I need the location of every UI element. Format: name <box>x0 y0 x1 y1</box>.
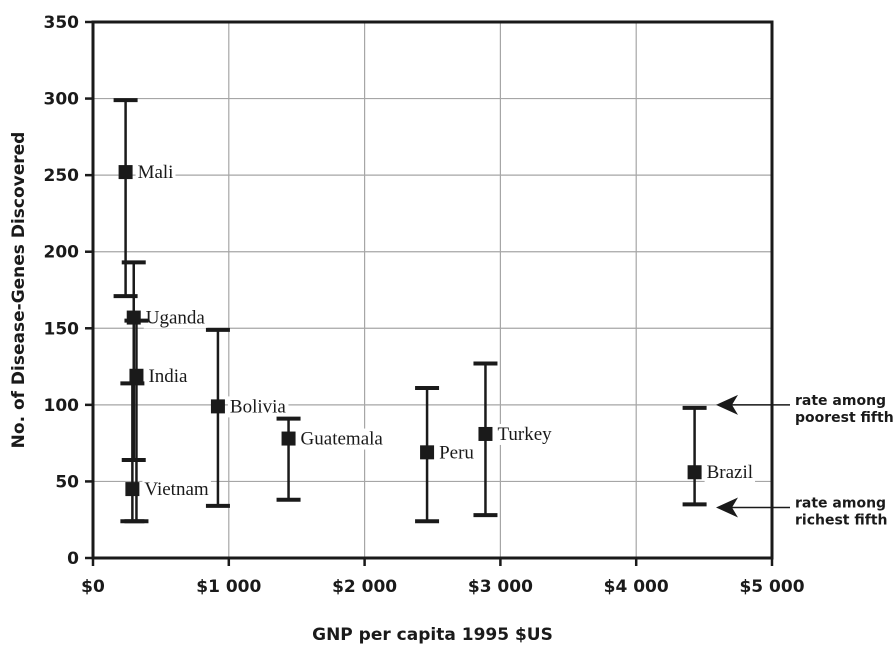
marker-turkey <box>478 426 493 441</box>
marker-vietnam <box>125 482 140 497</box>
label-background <box>227 396 289 418</box>
y-tick-label: 0 <box>67 549 79 569</box>
label-background <box>298 428 386 450</box>
label-background <box>142 479 211 501</box>
label-brazil: Brazil <box>707 462 753 483</box>
data-point-turkey: Turkey <box>473 361 555 518</box>
y-tick-label: 100 <box>44 396 80 416</box>
y-tick-label: 350 <box>44 13 80 33</box>
label-background <box>704 462 756 484</box>
x-tick-label: $1 000 <box>196 577 261 597</box>
x-tick-label: $2 000 <box>332 577 397 597</box>
label-background <box>146 365 191 387</box>
label-background <box>135 162 176 184</box>
arrow-icon <box>716 394 738 415</box>
label-mali: Mali <box>138 162 174 183</box>
grid <box>92 21 773 559</box>
annotation-text: richest fifth <box>795 512 888 528</box>
annotation-text: rate among <box>795 495 886 511</box>
marker-brazil <box>687 465 702 480</box>
data-point-vietnam: Vietnam <box>120 381 211 524</box>
data-point-peru: Peru <box>415 386 477 524</box>
data-point-bolivia: Bolivia <box>205 327 289 508</box>
series: Mali Uganda India Vietnam Bolivia Guatemala Pe… <box>113 98 756 524</box>
marker-peru <box>420 445 435 460</box>
label-background <box>143 307 208 329</box>
annotation-text: poorest fifth <box>795 410 894 426</box>
arrow-icon <box>716 497 738 518</box>
label-vietnam: Vietnam <box>144 479 209 500</box>
label-turkey: Turkey <box>497 424 552 445</box>
annotation-text: rate among <box>795 393 886 409</box>
marker-mali <box>118 165 133 180</box>
x-tick-label: $0 <box>81 577 105 597</box>
y-tick-label: 250 <box>44 166 80 186</box>
y-axis: 0 50 100 150 200 250 300 350 <box>44 13 93 569</box>
x-tick-label: $3 000 <box>468 577 533 597</box>
x-tick-label: $4 000 <box>604 577 669 597</box>
y-tick-label: 300 <box>44 90 80 110</box>
data-point-uganda: Uganda <box>121 260 208 462</box>
plot-frame <box>91 20 774 560</box>
label-bolivia: Bolivia <box>230 396 287 417</box>
data-point-brazil: Brazil <box>682 405 756 507</box>
label-india: India <box>148 366 188 387</box>
marker-bolivia <box>210 399 225 414</box>
label-background <box>437 442 477 464</box>
label-peru: Peru <box>439 442 474 463</box>
x-axis: $0 $1 000 $2 000 $3 000 $4 000 $5 000 <box>81 558 805 597</box>
marker-india <box>129 368 144 383</box>
y-tick-label: 200 <box>44 243 80 263</box>
label-background <box>495 423 555 445</box>
x-tick-label: $5 000 <box>739 577 804 597</box>
y-tick-label: 150 <box>44 319 80 339</box>
x-axis-title: GNP per capita 1995 $US <box>312 625 553 645</box>
y-tick-label: 50 <box>55 472 79 492</box>
y-axis-title: No. of Disease-Genes Discovered <box>9 132 29 449</box>
data-point-guatemala: Guatemala <box>276 416 386 502</box>
data-point-mali: Mali <box>113 98 176 299</box>
data-point-india: India <box>124 318 191 524</box>
label-guatemala: Guatemala <box>301 429 384 450</box>
marker-guatemala <box>281 431 296 446</box>
label-uganda: Uganda <box>146 308 206 329</box>
